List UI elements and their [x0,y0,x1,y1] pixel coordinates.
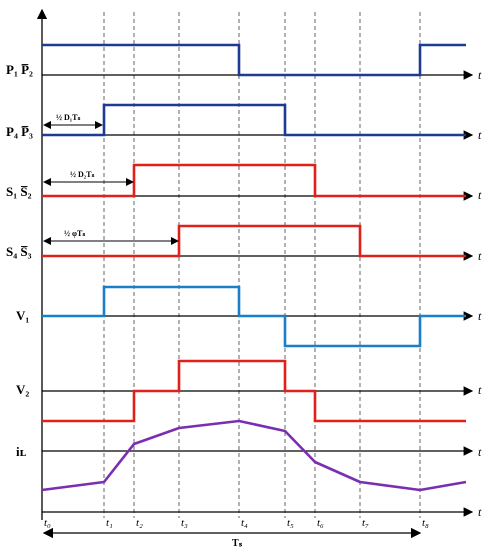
waveform-p1p2 [42,43,466,77]
time-tick-labels: t₀ t₁ t₂ t₃ t₄ t₅ t₆ t₇ t₈ [44,517,429,529]
axis-t-p4p3: t [478,128,482,142]
waveform-il [41,419,467,492]
tick-label-t1: t₁ [106,517,113,529]
period-label: Tₛ [232,538,243,549]
phi-annotation: ½ φTₛ [64,229,85,238]
axis-t-s1s2: t [478,188,482,202]
waveform-v1 [42,285,466,348]
time-guide-lines [103,12,421,518]
label-s4s3: S₄ S̅₃ [6,244,32,259]
tick-label-t3: t₃ [181,517,188,529]
signal-waveforms [41,43,467,492]
axis-t-v1: t [478,309,482,323]
label-s1s2: S₁ S̅₂ [6,184,32,199]
waveform-s4s3 [42,224,466,258]
label-v2: V₂ [16,382,29,397]
tick-label-t8: t₈ [422,517,429,529]
d1-annotation: ½ D₁Tₛ [56,113,81,122]
tick-label-t4: t₄ [241,517,248,529]
tick-label-t0: t₀ [44,517,51,529]
waveform-p4p3 [42,103,466,137]
tick-label-t7: t₇ [362,517,369,529]
d2-annotation: ½ D₂Tₛ [70,170,95,179]
waveform-v2 [42,359,466,423]
tick-label-t5: t₅ [287,517,294,529]
axis-t-p1p2: t [478,68,482,82]
axis-t-main: t [478,505,482,519]
waveform-s1s2 [42,163,466,198]
label-il: iʟ [16,444,27,459]
tick-label-t2: t₂ [136,517,143,529]
label-p4p3: P₄ P̅₃ [6,124,33,139]
signal-axes [42,70,474,517]
label-v1: V₁ [16,308,29,323]
axis-t-il: t [478,445,482,459]
tick-label-t6: t₆ [317,517,324,529]
label-p1p2: P₁ P̅₂ [6,62,33,77]
axis-t-v2: t [478,383,482,397]
axis-t-s4s3: t [478,249,482,263]
